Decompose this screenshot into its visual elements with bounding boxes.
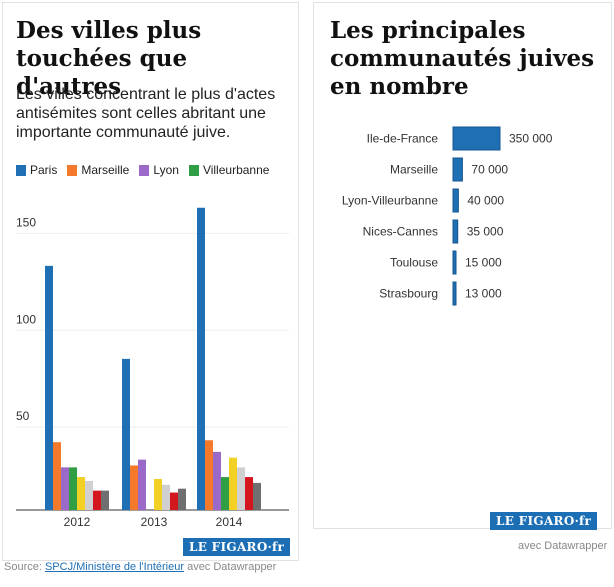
datawrapper-credit: avec Datawrapper [518,540,608,552]
category-label: Strasbourg [379,287,438,301]
figaro-logo-right: LE FIGARO·fr [490,512,598,530]
bar [178,488,186,510]
legend-swatch-marseille [67,164,78,176]
bar [85,480,93,510]
legend-label-marseille: Marseille [81,163,130,177]
bar [45,265,53,510]
legend-item-paris: Paris [16,163,57,177]
left-chart-title: Des villes plus touchées que d'autres [16,17,202,100]
legend-swatch-paris [16,164,26,176]
bar [101,490,109,510]
bar [61,467,69,510]
bar [452,188,459,213]
legend-item-marseille: Marseille [67,163,129,177]
source-link[interactable]: SPCJ/Ministère de l'Intérieur [44,561,185,573]
category-label: Marseille [390,163,438,177]
value-label: 13 000 [465,287,502,301]
value-label: 35 000 [467,225,504,239]
bar [452,126,501,151]
category-label: Ile-de-France [367,132,439,146]
bar [170,492,178,510]
right-chart-panel: Les principales communautés juives en no… [313,2,612,530]
bar [197,207,205,510]
legend-label-lyon: Lyon [153,163,179,177]
y-tick-label: 150 [16,215,36,229]
bar [93,490,101,510]
legend-label-villeurbanne: Villeurbanne [202,163,270,177]
legend: Paris Marseille Lyon Villeurbanne [16,163,269,177]
value-label: 350 000 [509,132,553,146]
x-tick-label: 2012 [64,515,91,529]
bar [122,358,130,510]
category-label: Lyon-Villeurbanne [342,194,438,208]
legend-swatch-lyon [139,164,150,176]
source-note: Source: SPCJ/Ministère de l'Intérieur av… [4,561,276,573]
bar [205,440,213,510]
bar [213,451,221,510]
y-tick-label: 50 [16,409,30,423]
bar [69,467,77,510]
bar [245,477,253,510]
bar [452,219,459,244]
left-bar-chart: 50 100 150 2012 2013 2014 [16,207,289,529]
right-chart-title: Les principales communautés juives en no… [330,17,595,100]
source-suffix: avec Datawrapper [184,561,277,573]
x-tick-label: 2013 [141,515,168,529]
bar [138,459,146,510]
legend-item-villeurbanne: Villeurbanne [188,163,270,177]
bar [130,465,138,510]
value-label: 40 000 [467,194,504,208]
bar [162,484,170,510]
bar [452,157,463,182]
category-label: Nices-Cannes [363,225,438,239]
value-label: 15 000 [465,256,502,270]
category-label: Toulouse [390,256,438,270]
left-chart-panel: Des villes plus touchées que d'autres Le… [2,2,299,561]
bar [53,442,61,510]
bar [221,477,229,510]
y-tick-label: 100 [16,312,36,326]
figaro-logo: LE FIGARO·fr [183,538,291,556]
bar [452,250,457,275]
right-bar-chart: Ile-de-France 350 000 Marseille 70 000 Lyon-… [342,126,553,306]
source-prefix: Source: [4,561,45,573]
legend-item-lyon: Lyon [139,163,179,177]
bar [253,482,261,510]
bar [452,281,457,306]
bar [229,457,237,510]
left-chart-subtitle: Les villes concentrant le plus d'actes a… [16,86,276,141]
bar [77,477,85,510]
bar [154,479,162,510]
value-label: 70 000 [471,163,508,177]
legend-label-paris: Paris [30,163,58,177]
legend-swatch-villeurbanne [188,164,199,176]
bar [237,467,245,510]
x-tick-label: 2014 [216,515,243,529]
